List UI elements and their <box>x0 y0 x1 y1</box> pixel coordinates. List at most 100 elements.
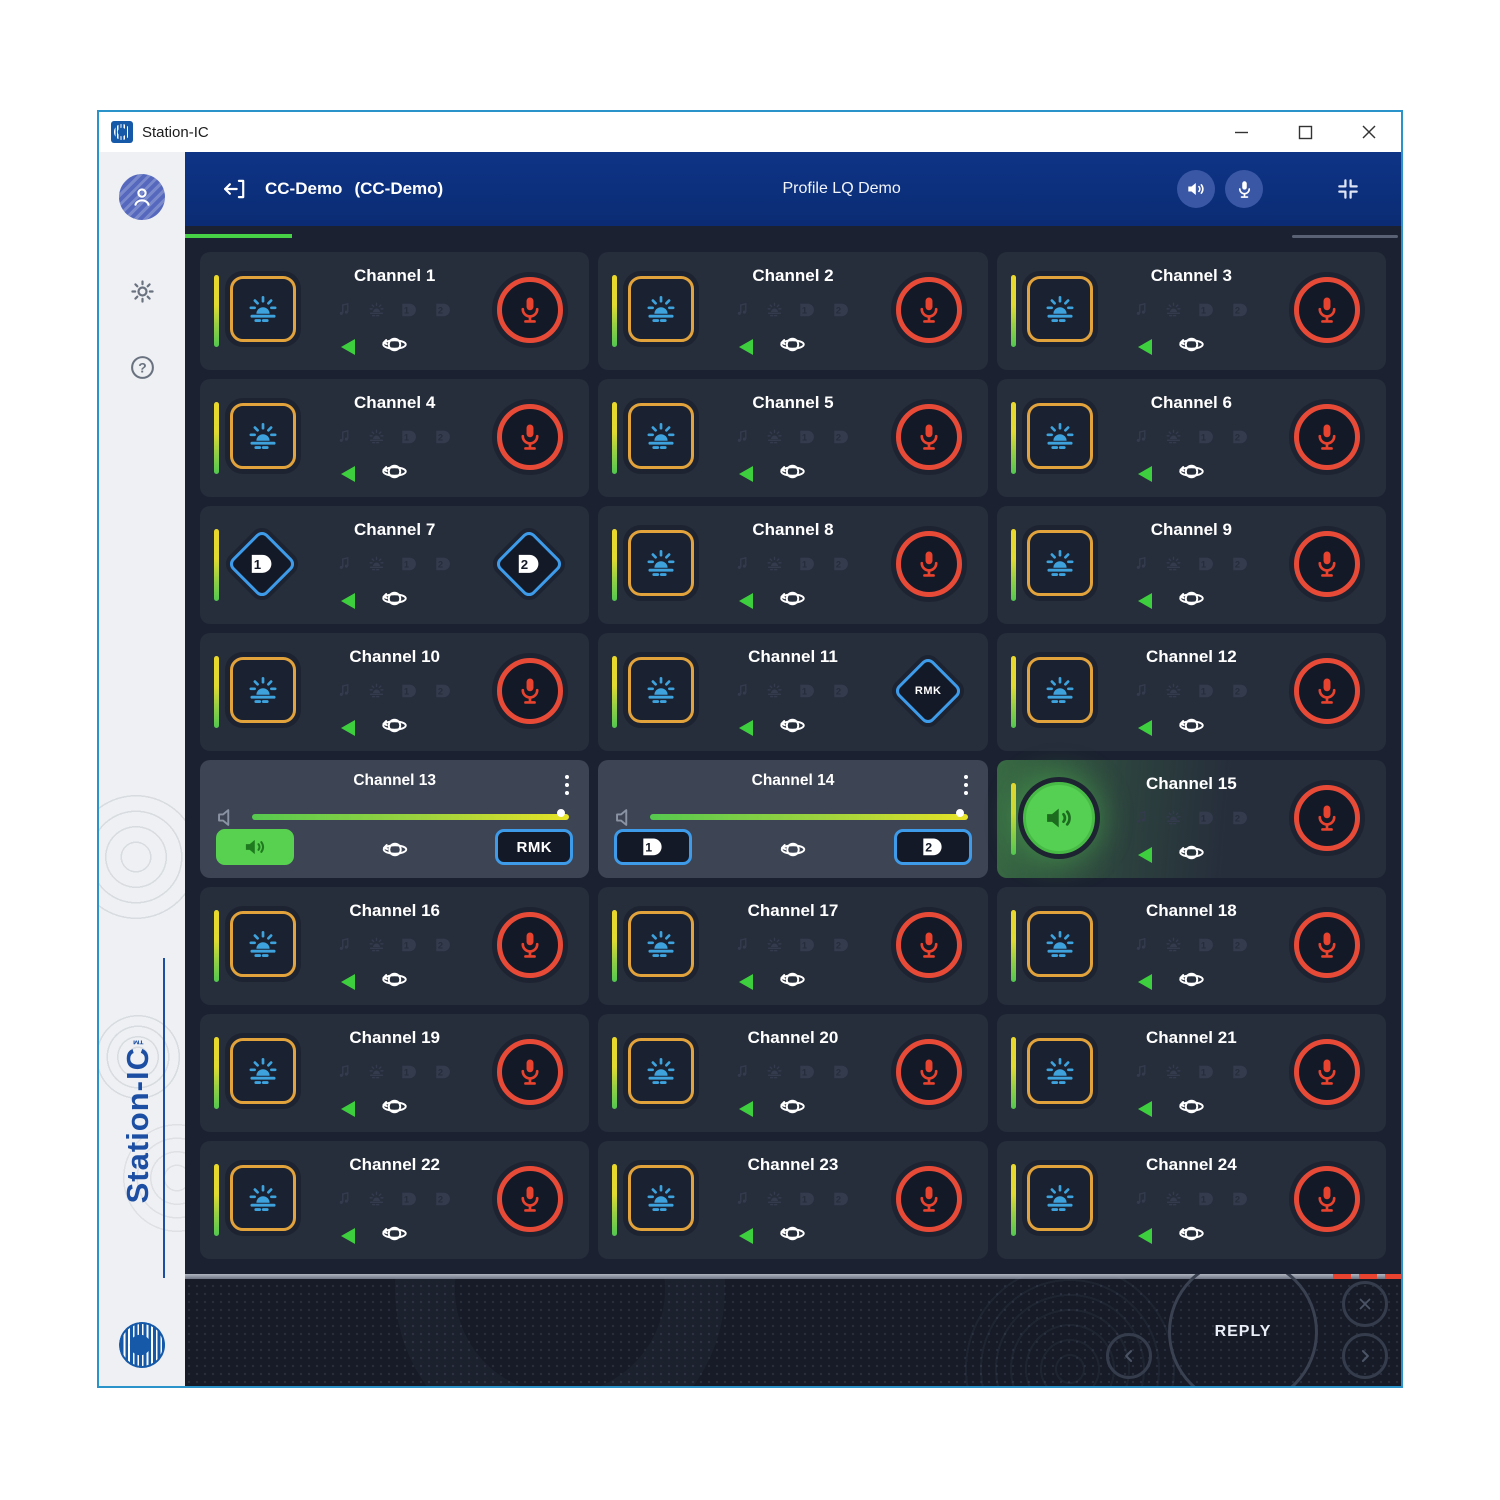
scroll-indicator[interactable] <box>1292 235 1398 238</box>
svg-text:2: 2 <box>836 559 841 569</box>
music-note-icon <box>1136 937 1146 950</box>
talk-button[interactable] <box>497 912 564 978</box>
listen-button[interactable] <box>628 1165 695 1231</box>
talk-button[interactable] <box>497 277 564 343</box>
listen-button[interactable] <box>628 1038 695 1104</box>
dial-1-icon: 1 <box>402 303 417 316</box>
listen-button[interactable] <box>628 657 695 723</box>
settings-button[interactable] <box>127 276 158 307</box>
speaker-icon <box>1188 182 1204 196</box>
listen-sunrise-icon <box>1166 429 1181 444</box>
exit-fullscreen-button[interactable] <box>1335 176 1361 202</box>
level-meter <box>1010 656 1016 728</box>
reply-bar-strip <box>185 1274 1401 1279</box>
channel-card: 1 Channel 7 1 2 2 <box>200 506 590 624</box>
back-exit-button[interactable] <box>221 176 247 202</box>
volume-slider[interactable] <box>252 809 570 820</box>
dial-1-diamond-button[interactable]: 1 <box>226 528 298 600</box>
rmk-button[interactable]: RMK <box>495 829 574 865</box>
listen-button[interactable] <box>1026 911 1093 977</box>
call-direction-icon <box>1178 458 1205 490</box>
listen-sunrise-icon <box>1046 1057 1074 1084</box>
rmk-diamond-button[interactable]: RMK <box>892 655 964 727</box>
talk-button[interactable] <box>1294 912 1360 978</box>
master-mic-button[interactable] <box>1225 170 1263 208</box>
dial-2-diamond-button[interactable]: 2 <box>493 528 565 600</box>
talk-button[interactable] <box>497 1166 564 1232</box>
talk-button[interactable] <box>895 277 962 343</box>
listen-button[interactable] <box>230 403 296 469</box>
music-note-icon <box>738 556 748 569</box>
dial-1-button[interactable]: 1 <box>614 829 693 865</box>
talk-button[interactable] <box>1294 785 1360 851</box>
channel-title: Channel 12 <box>1145 647 1237 666</box>
reply-button[interactable]: REPLY <box>1168 1274 1318 1386</box>
volume-slider[interactable] <box>650 809 968 820</box>
dial-1-icon: 1 <box>800 557 815 570</box>
listen-button[interactable] <box>1026 657 1093 723</box>
listen-button-active[interactable] <box>216 829 294 865</box>
listen-button-active[interactable] <box>1022 782 1095 854</box>
prev-reply-button[interactable] <box>1106 1333 1152 1379</box>
listen-button[interactable] <box>230 657 296 723</box>
talk-button[interactable] <box>1294 1039 1360 1105</box>
listen-button[interactable] <box>1026 1165 1093 1231</box>
master-speaker-button[interactable] <box>1177 170 1215 208</box>
call-direction-icon <box>381 585 408 617</box>
talk-button[interactable] <box>1294 404 1360 470</box>
talk-button[interactable] <box>497 1039 564 1105</box>
listen-button[interactable] <box>628 403 695 469</box>
channel-menu-kebab[interactable] <box>960 771 972 799</box>
listen-sunrise-icon <box>369 302 384 317</box>
brand-vertical: Station-IC™ <box>99 958 185 1278</box>
listen-button[interactable] <box>230 1165 296 1231</box>
listen-button[interactable] <box>628 530 695 596</box>
level-meter <box>214 910 219 982</box>
maximize-button[interactable] <box>1273 112 1337 152</box>
next-reply-button[interactable] <box>1342 1333 1388 1379</box>
level-meter <box>1010 402 1016 474</box>
volume-slider-thumb[interactable] <box>557 809 566 817</box>
mic-icon <box>521 932 539 958</box>
dial-2-button[interactable]: 2 <box>893 829 972 865</box>
incoming-indicator <box>739 339 754 355</box>
incoming-indicator <box>341 720 355 736</box>
user-account-button[interactable] <box>119 174 165 220</box>
volume-slider-thumb[interactable] <box>955 809 964 817</box>
listen-button[interactable] <box>628 911 695 977</box>
listen-button[interactable] <box>230 276 296 342</box>
svg-text:1: 1 <box>802 305 807 315</box>
channel-menu-kebab[interactable] <box>561 771 573 799</box>
call-direction-icon <box>1178 972 1204 987</box>
listen-button[interactable] <box>628 276 695 342</box>
music-note-icon <box>1136 1064 1146 1077</box>
help-button[interactable]: ? <box>128 353 157 382</box>
talk-button[interactable] <box>895 531 962 597</box>
talk-button[interactable] <box>1294 1166 1360 1232</box>
listen-button[interactable] <box>230 1038 296 1104</box>
listen-button[interactable] <box>1026 403 1093 469</box>
talk-button[interactable] <box>895 912 962 978</box>
listen-button[interactable] <box>1026 276 1093 342</box>
dismiss-reply-button[interactable] <box>1342 1281 1388 1327</box>
listen-sunrise-icon <box>249 1184 277 1211</box>
talk-button[interactable] <box>1294 658 1360 724</box>
talk-button[interactable] <box>497 658 564 724</box>
minimize-button[interactable] <box>1209 112 1273 152</box>
talk-button[interactable] <box>895 1166 962 1232</box>
call-direction-icon <box>381 836 408 868</box>
talk-button[interactable] <box>1294 531 1360 597</box>
listen-button[interactable] <box>230 911 296 977</box>
dial-1-icon: 1 <box>800 1065 815 1078</box>
listen-button[interactable] <box>1026 1038 1093 1104</box>
talk-button[interactable] <box>1294 277 1360 343</box>
music-note-icon <box>1136 429 1146 442</box>
talk-button[interactable] <box>895 1039 962 1105</box>
talk-button[interactable] <box>497 404 564 470</box>
call-direction-icon <box>1178 839 1205 871</box>
call-direction-icon <box>1178 1099 1204 1114</box>
dial-1-icon: 1 <box>402 557 417 570</box>
close-button[interactable] <box>1337 112 1401 152</box>
listen-button[interactable] <box>1026 530 1093 596</box>
talk-button[interactable] <box>895 404 962 470</box>
